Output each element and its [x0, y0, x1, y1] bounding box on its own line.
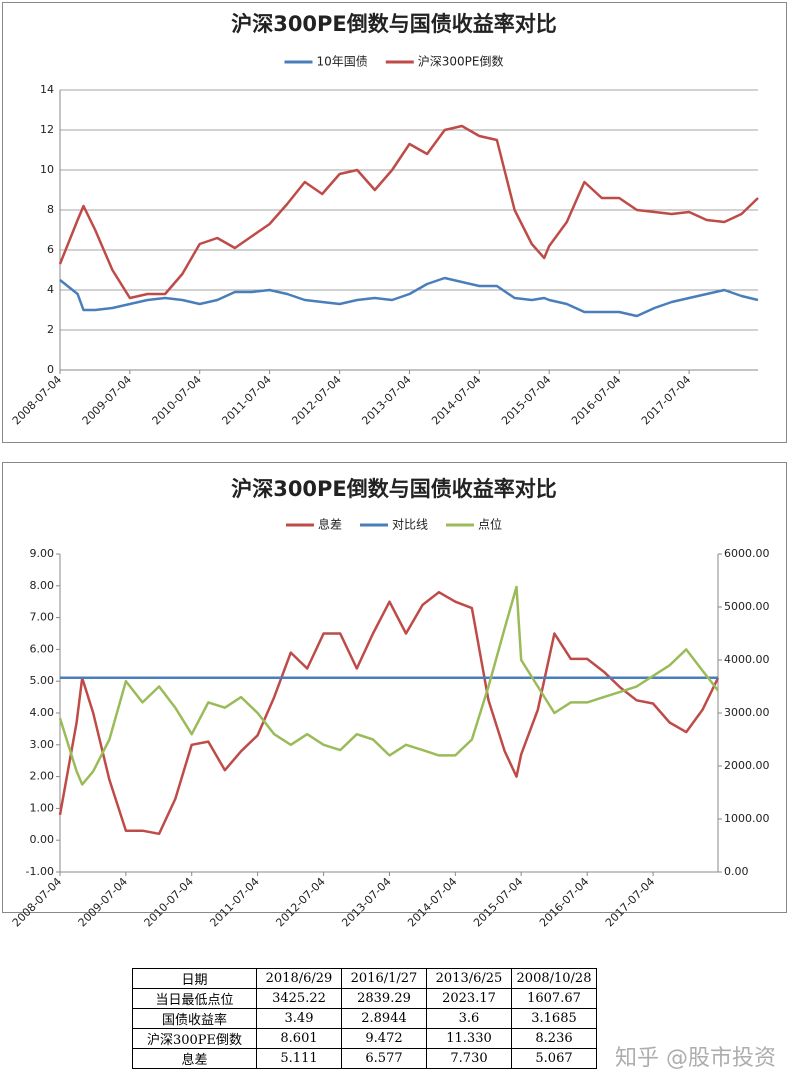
y-tick-label: 9.00 — [30, 547, 55, 560]
y-tick-label: 14 — [40, 83, 54, 96]
table-cell: 11.330 — [426, 1028, 512, 1049]
y-tick-label: 8.00 — [30, 579, 55, 592]
table-cell: 2.8944 — [341, 1008, 427, 1029]
legend-label: 点位 — [478, 517, 502, 532]
table-cell: 6.577 — [341, 1048, 427, 1069]
chart-title: 沪深300PE倒数与国债收益率对比 — [231, 477, 557, 501]
table-row: 国债收益率 3.49 2.8944 3.6 3.1685 — [132, 1008, 597, 1029]
chart-frame — [2, 462, 787, 913]
y2-tick-label: 3000.00 — [724, 706, 770, 719]
y2-tick-label: 4000.00 — [724, 653, 770, 666]
y-tick-label: 5.00 — [30, 674, 55, 687]
legend-label: 对比线 — [392, 518, 428, 532]
series-line — [59, 276, 759, 318]
table-cell: 日期 — [132, 968, 257, 989]
y-tick-label: -1.00 — [26, 865, 54, 878]
table-cell: 3425.22 — [256, 988, 342, 1009]
y2-tick-label: 2000.00 — [724, 759, 770, 772]
table-cell: 沪深300PE倒数 — [132, 1028, 257, 1049]
legend-label: 沪深300PE倒数 — [418, 54, 504, 69]
y-tick-label: 4 — [47, 283, 54, 296]
y-tick-label: 1.00 — [30, 801, 55, 814]
table-cell: 当日最低点位 — [132, 988, 257, 1009]
table-cell: 3.49 — [256, 1008, 342, 1029]
table-cell: 1607.67 — [511, 988, 597, 1009]
y-tick-label: 2 — [47, 323, 54, 336]
table-cell: 国债收益率 — [132, 1008, 257, 1029]
y-tick-label: 7.00 — [30, 611, 55, 624]
table-cell: 8.236 — [511, 1028, 597, 1049]
y-tick-label: 0 — [47, 363, 54, 376]
chart-title: 沪深300PE倒数与国债收益率对比 — [231, 12, 557, 36]
y-tick-label: 3.00 — [30, 738, 55, 751]
series-line — [58, 124, 759, 300]
watermark: 知乎 @股市投资 — [615, 1046, 776, 1071]
table-cell: 8.601 — [256, 1028, 342, 1049]
table-cell: 3.6 — [426, 1008, 512, 1029]
table-cell: 2016/1/27 — [341, 968, 427, 989]
y-tick-label: 12 — [40, 123, 54, 136]
table-cell: 9.472 — [341, 1028, 427, 1049]
y2-tick-label: 0.00 — [724, 865, 749, 878]
table-cell: 2018/6/29 — [256, 968, 342, 989]
table-cell: 5.067 — [511, 1048, 597, 1069]
table-cell: 3.1685 — [511, 1008, 597, 1029]
table-cell: 7.730 — [426, 1048, 512, 1069]
table-cell: 息差 — [132, 1048, 257, 1069]
legend-label: 息差 — [318, 517, 342, 532]
y-tick-label: 6 — [47, 243, 54, 256]
table-cell: 2839.29 — [341, 988, 427, 1009]
y-tick-label: 0.00 — [30, 833, 55, 846]
legend: 10年国债 沪深300PE倒数 — [284, 54, 504, 69]
series-line — [58, 590, 720, 836]
y-tick-label: 4.00 — [30, 706, 55, 719]
table-row: 日期 2018/6/29 2016/1/27 2013/6/25 2008/10/28 — [132, 968, 597, 989]
legend: 息差 对比线 点位 — [285, 517, 502, 532]
table-cell: 2023.17 — [426, 988, 512, 1009]
data-table: 日期 2018/6/29 2016/1/27 2013/6/25 2008/10/28 当… — [132, 968, 597, 1069]
table-row: 沪深300PE倒数 8.601 9.472 11.330 8.236 — [132, 1028, 597, 1049]
y-tick-label: 8 — [47, 203, 54, 216]
y-tick-label: 6.00 — [30, 642, 55, 655]
table-row: 当日最低点位 3425.22 2839.29 2023.17 1607.67 — [132, 988, 597, 1009]
y-tick-label: 10 — [40, 163, 54, 176]
y2-tick-label: 6000.00 — [724, 547, 770, 560]
y-tick-label: 2.00 — [30, 770, 55, 783]
table-cell: 2008/10/28 — [511, 968, 597, 989]
table-row: 息差 5.111 6.577 7.730 5.067 — [132, 1048, 597, 1069]
series-line — [58, 585, 719, 786]
chart-frame — [2, 2, 787, 443]
table-cell: 5.111 — [256, 1048, 342, 1069]
y2-tick-label: 5000.00 — [724, 600, 770, 613]
table-cell: 2013/6/25 — [426, 968, 512, 989]
legend-label: 10年国债 — [316, 55, 367, 69]
y2-tick-label: 1000.00 — [724, 812, 770, 825]
